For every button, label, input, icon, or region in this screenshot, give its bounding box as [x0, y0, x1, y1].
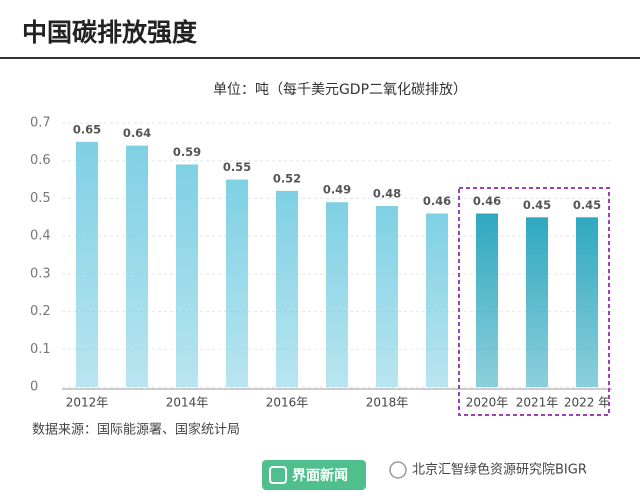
bar — [426, 213, 448, 387]
brand-icon — [269, 466, 287, 484]
y-tick-label: 0 — [30, 380, 38, 395]
x-tick-label: 2016年 — [266, 396, 309, 410]
y-tick-label: 0.3 — [30, 266, 51, 281]
bar — [376, 205, 398, 387]
x-tick-label: 2022 年 — [564, 396, 610, 410]
plot: 0 0.1 0.2 0.3 0.4 0.5 0.6 0.7 0.65 2012年 0.64 0.59 2… — [30, 116, 612, 416]
bar — [326, 202, 348, 387]
bar — [126, 145, 148, 387]
value-label: 0.52 — [273, 171, 301, 185]
y-tick-label: 0.4 — [30, 229, 51, 244]
value-label: 0.59 — [173, 145, 201, 159]
bar — [476, 213, 498, 387]
bar — [576, 217, 598, 387]
subtitle: 单位：吨（每千美元GDP二氧化碳排放） — [213, 82, 467, 98]
y-tick-label: 0.2 — [30, 304, 51, 319]
credit: 北京汇智绿色资源研究院BIGR — [412, 462, 587, 478]
brand-badge — [262, 460, 366, 490]
x-tick-label: 2014年 — [166, 396, 209, 410]
chart-title: 中国碳排放强度 — [22, 18, 197, 47]
value-label: 0.49 — [323, 183, 351, 197]
x-tick-label: 2018年 — [366, 396, 409, 410]
y-tick-label: 0.7 — [30, 116, 51, 131]
bar — [76, 141, 98, 387]
brand-name: 界面新闻 — [292, 467, 348, 484]
credit-icon — [389, 461, 407, 479]
highlight-box — [458, 187, 610, 416]
value-label: 0.48 — [373, 186, 401, 200]
value-label: 0.64 — [123, 126, 151, 140]
bar — [176, 164, 198, 387]
x-tick-label: 2020年 — [466, 396, 509, 410]
x-tick-label: 2021年 — [516, 396, 559, 410]
value-label: 0.45 — [523, 198, 551, 212]
value-label: 0.65 — [73, 122, 101, 136]
y-tick-label: 0.5 — [30, 191, 51, 206]
value-label: 0.46 — [423, 194, 451, 208]
value-label: 0.46 — [473, 194, 501, 208]
bar — [526, 217, 548, 387]
y-tick-label: 0.6 — [30, 153, 51, 168]
bar — [226, 179, 248, 387]
value-label: 0.55 — [223, 160, 251, 174]
x-tick-label: 2012年 — [66, 396, 109, 410]
source: 数据来源：国际能源署、国家统计局 — [32, 422, 240, 438]
y-tick-label: 0.1 — [30, 342, 51, 357]
bar — [276, 190, 298, 387]
value-label: 0.45 — [573, 198, 601, 212]
